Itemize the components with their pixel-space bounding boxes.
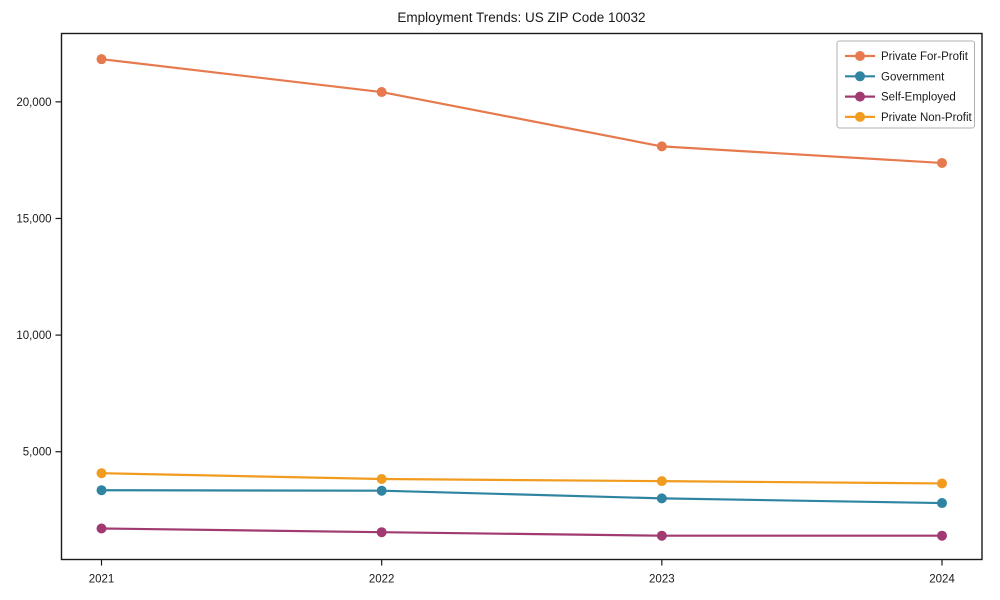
y-axis-tick-label: 5,000: [23, 447, 52, 459]
plot-frame: [60, 32, 983, 561]
data-point-marker: [376, 485, 387, 496]
legend-marker: [855, 51, 865, 61]
data-point-marker: [376, 87, 387, 98]
data-point-marker: [656, 141, 667, 152]
legend-marker: [855, 91, 865, 102]
x-axis-tick-label: 2023: [649, 574, 675, 586]
data-point-marker: [96, 523, 107, 534]
legend-box: [836, 40, 975, 129]
legend-item-label: Private For-Profit: [881, 51, 969, 63]
legend-marker: [855, 111, 865, 122]
legend-item-label: Government: [881, 71, 945, 83]
data-point-marker: [937, 157, 947, 168]
series-line-private-non-profit: [101, 472, 943, 485]
data-point-marker: [376, 474, 387, 485]
legend-item-label: Private Non-Profit: [881, 112, 973, 124]
x-axis-tick-label: 2022: [369, 574, 395, 586]
data-point-marker: [96, 468, 107, 479]
data-point-marker: [96, 54, 107, 65]
data-point-marker: [937, 478, 947, 489]
data-point-marker: [656, 476, 667, 487]
series-line-self-employed: [101, 527, 942, 537]
data-point-marker: [656, 530, 667, 541]
series-line-private-for-profit: [101, 58, 943, 165]
chart-title: Employment Trends: US ZIP Code 10032: [397, 10, 646, 25]
data-point-marker: [937, 498, 947, 509]
data-point-marker: [937, 530, 947, 541]
y-axis-tick-label: 15,000: [16, 213, 51, 225]
y-axis-tick-label: 20,000: [16, 97, 51, 109]
x-axis-tick-label: 2021: [89, 574, 115, 586]
legend-item-label: Self-Employed: [881, 92, 956, 104]
data-point-marker: [656, 493, 667, 504]
x-axis-tick-label: 2024: [929, 574, 955, 586]
data-point-marker: [96, 485, 107, 496]
legend-marker: [855, 71, 865, 82]
series-line-government: [101, 489, 943, 505]
y-axis-tick-label: 10,000: [16, 330, 51, 342]
data-point-marker: [376, 527, 387, 538]
